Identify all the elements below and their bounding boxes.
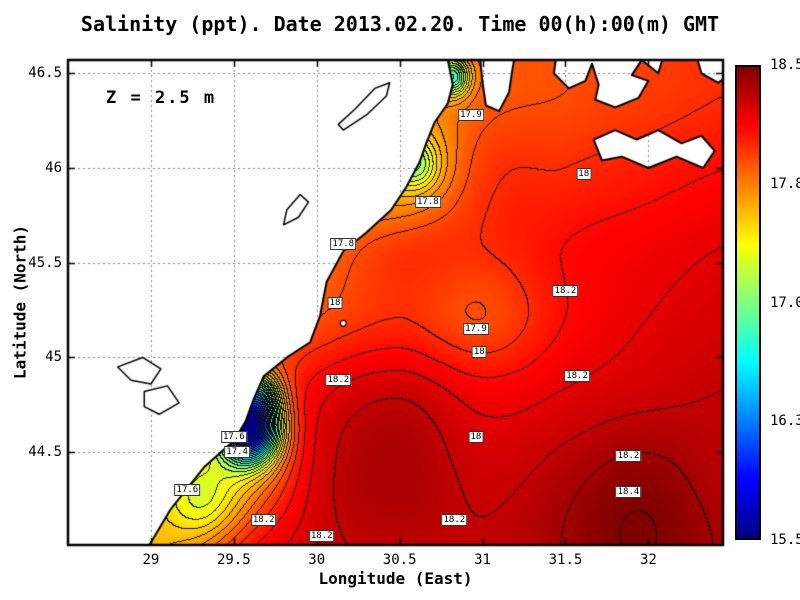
contour-label: 17.6 bbox=[220, 431, 247, 443]
x-tick-label: 30 bbox=[308, 552, 326, 568]
y-tick-label: 46.5 bbox=[28, 65, 62, 82]
colorbar-tick-label: 16.3 bbox=[770, 413, 800, 430]
contour-label: 18 bbox=[471, 345, 487, 358]
contour-label: 17.6 bbox=[174, 484, 201, 497]
contour-label: 18 bbox=[468, 431, 484, 443]
x-tick-label: 32 bbox=[639, 552, 657, 568]
y-tick-label: 45.5 bbox=[28, 254, 62, 271]
contour-label: 18.2 bbox=[325, 374, 352, 387]
contour-label: 18 bbox=[576, 167, 592, 180]
colorbar bbox=[735, 65, 761, 540]
x-tick-label: 30.5 bbox=[382, 552, 417, 568]
contour-label: 18.2 bbox=[308, 529, 335, 542]
contour-label: 17.9 bbox=[463, 323, 489, 336]
contour-label: 17.8 bbox=[330, 237, 357, 250]
contour-label: 18.2 bbox=[441, 514, 468, 527]
colorbar-tick-label: 17.8 bbox=[770, 175, 800, 192]
chart-title: Salinity (ppt). Date 2013.02.20. Time 00… bbox=[80, 12, 720, 36]
contour-label: 18.2 bbox=[250, 514, 277, 527]
x-tick-label: 31 bbox=[474, 552, 491, 568]
y-tick-label: 46 bbox=[45, 159, 62, 176]
depth-annotation: Z = 2.5 m bbox=[106, 88, 217, 108]
x-axis-label: Longitude (East) bbox=[318, 569, 473, 588]
colorbar-tick-label: 18.5 bbox=[770, 57, 800, 73]
contour-label: 18.2 bbox=[615, 449, 642, 462]
contour-label: 17.4 bbox=[224, 446, 250, 459]
x-tick-label: 31.5 bbox=[548, 552, 583, 568]
contour-label: 17.9 bbox=[458, 108, 484, 121]
contour-label: 18.4 bbox=[615, 485, 642, 498]
y-tick-label: 45 bbox=[45, 349, 62, 366]
y-tick-label: 44.5 bbox=[28, 444, 62, 461]
contour-label: 18 bbox=[327, 296, 343, 309]
x-tick-label: 29 bbox=[142, 552, 160, 568]
contour-label: 17.8 bbox=[414, 196, 441, 209]
contour-label: 18.2 bbox=[552, 285, 579, 298]
contour-label: 18.2 bbox=[564, 370, 590, 383]
x-tick-label: 29.5 bbox=[216, 552, 251, 568]
colorbar-tick-label: 15.5 bbox=[770, 532, 800, 548]
colorbar-tick-label: 17.0 bbox=[770, 294, 800, 311]
